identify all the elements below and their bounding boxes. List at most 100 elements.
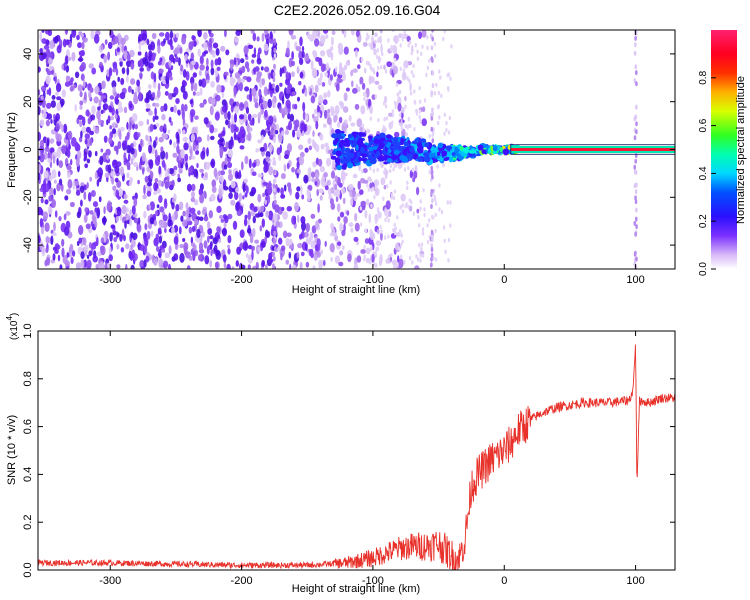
noise-speckle — [426, 35, 429, 40]
noise-speckle — [183, 142, 189, 151]
noise-speckle — [54, 35, 59, 44]
noise-speckle — [157, 45, 161, 54]
noise-speckle — [65, 39, 70, 46]
noise-speckle — [361, 169, 364, 174]
noise-speckle — [447, 85, 450, 91]
noise-speckle — [143, 259, 147, 268]
noise-speckle — [421, 30, 427, 38]
noise-speckle — [286, 162, 290, 170]
noise-speckle — [338, 100, 344, 107]
noise-speckle — [49, 40, 55, 50]
noise-speckle — [133, 131, 139, 141]
noise-speckle — [401, 203, 404, 208]
noise-speckle — [319, 133, 324, 141]
noise-speckle — [139, 244, 145, 251]
noise-speckle — [182, 69, 187, 78]
noise-speckle — [216, 84, 222, 93]
noise-speckle — [180, 215, 184, 222]
noise-speckle — [87, 192, 92, 202]
noise-speckle — [380, 231, 383, 241]
noise-speckle — [49, 65, 53, 72]
noise-speckle — [360, 222, 363, 227]
noise-speckle — [94, 221, 98, 228]
noise-speckle — [264, 66, 270, 73]
noise-speckle — [154, 156, 161, 166]
noise-speckle — [41, 30, 45, 33]
x-tick-label: -300 — [99, 274, 121, 286]
signal-speckle — [502, 148, 510, 155]
noise-speckle — [174, 169, 177, 176]
noise-speckle — [52, 154, 56, 164]
spike-speckle — [634, 195, 637, 201]
noise-speckle — [380, 229, 383, 234]
noise-speckle — [48, 57, 53, 65]
noise-speckle — [325, 34, 329, 39]
spike-speckle — [431, 236, 434, 242]
noise-speckle — [79, 100, 84, 106]
noise-speckle — [167, 167, 170, 174]
noise-speckle — [334, 114, 338, 121]
spike-speckle — [635, 256, 638, 262]
noise-speckle — [196, 228, 201, 239]
noise-speckle — [190, 81, 194, 92]
noise-speckle — [52, 253, 56, 261]
noise-speckle — [434, 212, 437, 217]
noise-speckle — [287, 112, 291, 120]
noise-speckle — [278, 237, 283, 245]
noise-speckle — [275, 84, 280, 93]
noise-speckle — [148, 159, 154, 170]
noise-speckle — [285, 237, 290, 247]
spike-speckle — [274, 246, 277, 252]
noise-speckle — [403, 30, 406, 35]
noise-speckle — [200, 150, 206, 160]
noise-speckle — [304, 54, 310, 62]
noise-speckle — [312, 161, 317, 168]
noise-speckle — [345, 87, 350, 92]
noise-speckle — [446, 73, 449, 78]
noise-speckle — [257, 193, 262, 203]
noise-speckle — [65, 220, 71, 229]
noise-speckle — [238, 192, 243, 202]
noise-speckle — [145, 255, 150, 263]
snr-plot-area — [37, 344, 676, 571]
noise-speckle — [51, 95, 56, 100]
noise-speckle — [227, 244, 230, 249]
noise-speckle — [397, 102, 402, 112]
signal-speckle — [331, 133, 338, 139]
noise-speckle — [38, 234, 41, 244]
noise-speckle — [446, 200, 449, 205]
noise-speckle — [111, 176, 115, 185]
noise-speckle — [79, 55, 83, 63]
noise-speckle — [315, 220, 319, 230]
noise-speckle — [280, 187, 284, 196]
noise-speckle — [418, 99, 422, 104]
noise-speckle — [124, 220, 127, 229]
noise-speckle — [385, 258, 391, 264]
noise-speckle — [100, 245, 106, 256]
noise-speckle — [291, 264, 297, 269]
noise-speckle — [437, 90, 441, 96]
noise-speckle — [182, 90, 188, 100]
noise-speckle — [205, 65, 209, 71]
noise-speckle — [326, 62, 330, 72]
noise-speckle — [387, 38, 390, 43]
noise-speckle — [53, 188, 56, 196]
noise-speckle — [82, 37, 88, 43]
signal-speckle — [486, 145, 490, 149]
noise-speckle — [104, 39, 108, 45]
noise-speckle — [174, 243, 179, 251]
noise-speckle — [278, 133, 283, 144]
noise-speckle — [148, 53, 152, 62]
noise-speckle — [209, 105, 214, 116]
noise-speckle — [228, 173, 233, 182]
signal-speckle — [345, 142, 351, 147]
noise-speckle — [228, 169, 232, 175]
noise-speckle — [428, 218, 431, 223]
noise-speckle — [208, 30, 212, 35]
noise-speckle — [71, 51, 76, 62]
signal-speckle — [411, 141, 419, 145]
spike-speckle — [431, 198, 434, 204]
noise-speckle — [278, 153, 282, 162]
noise-speckle — [65, 65, 70, 73]
noise-speckle — [61, 145, 67, 155]
